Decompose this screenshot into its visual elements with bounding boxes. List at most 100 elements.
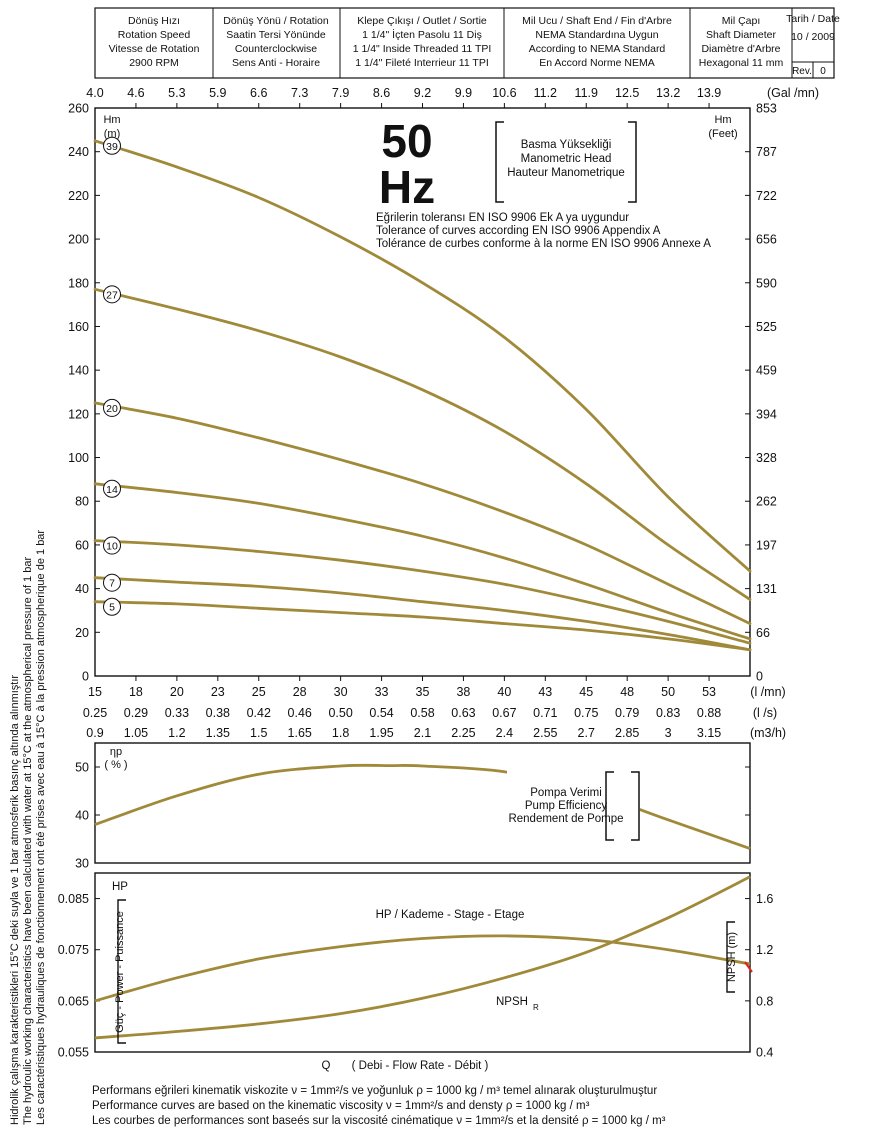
x-unit-lmin-label: (l /mn) <box>750 685 785 699</box>
y-tick-feet-label: 197 <box>756 538 777 552</box>
x-tick-gal-label: 8.6 <box>373 86 390 100</box>
x-tick-gal-label: 9.2 <box>414 86 431 100</box>
header-shaft-diameter-line: Diamètre d'Arbre <box>701 43 780 55</box>
x-tick-m3h-label: 2.85 <box>615 726 639 740</box>
header-outlet-line: 1 1/4" Inside Threaded 11 TPI <box>353 43 492 55</box>
x-tick-m3h-label: 3.15 <box>697 726 721 740</box>
y-tick-feet-label: 262 <box>756 495 777 509</box>
efficiency-title-line: Pompa Verimi <box>530 787 602 799</box>
x-tick-lmin-label: 18 <box>129 685 143 699</box>
x-tick-lmin-label: 15 <box>88 685 102 699</box>
tolerance-note: Tolérance de curbes conforme à la norme … <box>376 238 711 250</box>
head-curve-14 <box>93 482 752 641</box>
header-outlet-line: 1 1/4" İçten Pasolu 11 Diş <box>362 28 482 41</box>
header-shaft-diameter-line: Hexagonal 11 mm <box>699 57 784 69</box>
stage-label-39: 39 <box>106 141 118 153</box>
x-tick-m3h-label: 1.65 <box>288 726 312 740</box>
head-chart-title-line: Basma Yüksekliği <box>521 139 612 151</box>
x-tick-gal-label: 11.2 <box>534 86 557 100</box>
y-axis-unit-feet: (Feet) <box>708 128 737 140</box>
y-tick-m-label: 80 <box>75 495 89 509</box>
x-tick-ls-label: 0.25 <box>83 706 107 720</box>
head-chart-title-line: Manometric Head <box>521 153 612 165</box>
flow-axis-q: Q <box>322 1060 331 1072</box>
x-tick-m3h-label: 1.5 <box>250 726 267 740</box>
x-tick-gal-label: 11.9 <box>575 86 598 100</box>
x-tick-m3h-label: 2.25 <box>451 726 475 740</box>
stage-label-circle <box>103 597 121 616</box>
header-shaft-end-line: According to NEMA Standard <box>529 43 666 55</box>
y-axis-title-feet: Hm <box>714 114 731 126</box>
efficiency-title-mask <box>507 770 640 842</box>
x-tick-ls-label: 0.33 <box>165 706 189 720</box>
title-bracket-right <box>628 121 637 203</box>
power-plot-frame <box>94 872 751 1053</box>
efficiency-y-axis-unit: ( % ) <box>104 759 127 771</box>
x-tick-gal-label: 9.9 <box>455 86 472 100</box>
efficiency-y-axis-title: ηp <box>110 746 122 758</box>
npsh-y-tick-label: 0.8 <box>756 994 773 1008</box>
stage-label-14: 14 <box>106 484 118 496</box>
npsh-axis-label: NPSH (m) <box>726 932 738 982</box>
header-shaft-end-line: En Accord Norme NEMA <box>539 57 655 69</box>
x-tick-ls-label: 0.63 <box>451 706 475 720</box>
header-rotation-line: Saatin Tersi Yönünde <box>226 29 326 41</box>
header-rev: 0 <box>820 66 826 77</box>
y-tick-feet-label: 722 <box>756 189 777 203</box>
x-tick-lmin-label: 48 <box>620 685 634 699</box>
x-tick-lmin-label: 45 <box>579 685 593 699</box>
y-tick-feet-label: 656 <box>756 233 777 247</box>
footer-note: Performance curves are based on the kine… <box>92 1100 590 1112</box>
logo-50: 50 <box>381 115 432 167</box>
stage-label-circle <box>103 479 121 498</box>
head-curve-20 <box>93 401 752 625</box>
npsh-y-tick-label: 1.2 <box>756 943 773 957</box>
x-tick-ls-label: 0.88 <box>697 706 721 720</box>
head-curve-27 <box>93 287 752 601</box>
y-axis-unit-m: (m) <box>104 128 121 140</box>
x-tick-ls-label: 0.79 <box>615 706 639 720</box>
tolerance-note: Tolerance of curves according EN ISO 990… <box>376 225 661 237</box>
x-unit-gal-label: (Gal /mn) <box>767 86 819 100</box>
y-tick-feet-label: 0 <box>756 670 763 684</box>
efficiency-bracket-right <box>631 771 640 841</box>
y-tick-m-label: 260 <box>68 102 89 116</box>
y-tick-m-label: 0 <box>82 670 89 684</box>
x-tick-m3h-label: 1.2 <box>168 726 185 740</box>
x-tick-lmin-label: 30 <box>334 685 348 699</box>
efficiency-plot-frame <box>94 742 751 864</box>
efficiency-bracket-left <box>605 771 614 841</box>
x-tick-lmin-label: 53 <box>702 685 716 699</box>
x-tick-ls-label: 0.71 <box>533 706 557 720</box>
x-tick-lmin-label: 20 <box>170 685 184 699</box>
side-note: Les caractéristiques hydrauliques de fon… <box>35 530 47 1125</box>
x-tick-lmin-label: 38 <box>456 685 470 699</box>
title-bracket-left <box>495 121 504 203</box>
x-unit-ls-label: (l /s) <box>753 706 777 720</box>
side-note: Hidrolik çalışma karakteristikleri 15°C … <box>9 675 21 1125</box>
efficiency-y-tick-label: 50 <box>75 761 89 775</box>
header-date: 10 / 2009 <box>791 31 835 43</box>
x-tick-ls-label: 0.29 <box>124 706 148 720</box>
efficiency-title-line: Pump Efficiency <box>525 800 607 812</box>
header-rotation-line: Dönüş Yönü / Rotation <box>223 15 329 27</box>
head-curve-7 <box>93 576 752 652</box>
y-tick-m-label: 200 <box>68 233 89 247</box>
y-tick-feet-label: 394 <box>756 407 777 421</box>
tolerance-note: Eğrilerin toleransı EN ISO 9906 Ek A ya … <box>376 212 629 224</box>
npsh-axis-marker <box>744 961 753 973</box>
x-tick-gal-label: 7.3 <box>291 86 308 100</box>
npsh-curve-label-subscript: R <box>533 1003 539 1012</box>
header-rev-label: Rev. <box>792 66 812 77</box>
x-tick-gal-label: 4.0 <box>86 86 103 100</box>
x-tick-m3h-label: 2.55 <box>533 726 557 740</box>
y-tick-feet-label: 131 <box>756 582 777 596</box>
x-tick-gal-label: 5.3 <box>168 86 185 100</box>
y-tick-m-label: 40 <box>75 582 89 596</box>
side-note: The hydroulic working characteristics ha… <box>22 557 34 1125</box>
npsh-y-tick-label: 0.4 <box>756 1046 773 1060</box>
stage-label-27: 27 <box>106 289 118 301</box>
head-curve-5 <box>93 600 752 652</box>
flow-axis-label: ( Debi - Flow Rate - Débit ) <box>352 1060 489 1072</box>
